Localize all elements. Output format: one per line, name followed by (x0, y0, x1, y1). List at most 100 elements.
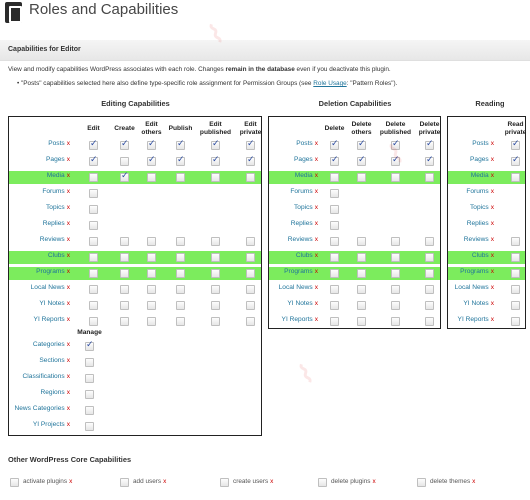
deletion-checkbox-media-delete[interactable] (330, 173, 339, 182)
reading-checkbox-yi-notes-read-private[interactable] (511, 301, 520, 310)
editing-checkbox-yi-reports-edit-private[interactable] (246, 317, 255, 326)
deletion-checkbox-yi-reports-delete-others[interactable] (357, 317, 366, 326)
editing-checkbox-programs-edit-published[interactable] (211, 269, 220, 278)
editing-checkbox-local-news-edit-private[interactable] (246, 285, 255, 294)
remove-x-icon[interactable]: x (67, 284, 70, 291)
post-type-name[interactable]: YI Notes (287, 300, 312, 307)
post-type-name[interactable]: Local News (279, 284, 313, 291)
deletion-checkbox-topics-delete[interactable] (330, 205, 339, 214)
remove-x-icon[interactable]: x (491, 268, 494, 275)
post-type-name[interactable]: Topics (470, 204, 489, 211)
core-capability-checkbox-create-users[interactable] (220, 478, 229, 487)
reading-checkbox-yi-reports-read-private[interactable] (511, 317, 520, 326)
remove-x-icon[interactable]: x (270, 478, 273, 485)
remove-x-icon[interactable]: x (315, 172, 318, 179)
post-type-name[interactable]: Clubs (48, 252, 65, 259)
remove-x-icon[interactable]: x (491, 252, 494, 259)
post-type-name[interactable]: Media (295, 172, 313, 179)
editing-checkbox-media-edit[interactable] (89, 173, 98, 182)
editing-checkbox-local-news-create[interactable] (120, 285, 129, 294)
reading-checkbox-programs-read-private[interactable] (511, 269, 520, 278)
editing-checkbox-reviews-edit-published[interactable] (211, 237, 220, 246)
deletion-checkbox-pages-delete-private[interactable] (425, 157, 434, 166)
remove-x-icon[interactable]: x (315, 220, 318, 227)
remove-x-icon[interactable]: x (491, 188, 494, 195)
editing-checkbox-clubs-edit[interactable] (89, 253, 98, 262)
editing-checkbox-pages-create[interactable] (120, 157, 129, 166)
remove-x-icon[interactable]: x (67, 316, 70, 323)
post-type-name[interactable]: Posts (472, 140, 489, 147)
remove-x-icon[interactable]: x (67, 252, 70, 259)
remove-x-icon[interactable]: x (491, 140, 494, 147)
role-usage-link[interactable]: Role Usage (313, 80, 346, 87)
taxonomy-name[interactable]: Sections (39, 357, 64, 364)
remove-x-icon[interactable]: x (67, 357, 70, 364)
editing-checkbox-posts-publish[interactable] (176, 141, 185, 150)
taxonomy-checkbox-yi-projects[interactable] (85, 422, 94, 431)
editing-checkbox-posts-create[interactable] (120, 141, 129, 150)
deletion-checkbox-clubs-delete-others[interactable] (357, 253, 366, 262)
post-type-name[interactable]: Replies (43, 220, 65, 227)
editing-checkbox-programs-publish[interactable] (176, 269, 185, 278)
taxonomy-checkbox-classifications[interactable] (85, 374, 94, 383)
remove-x-icon[interactable]: x (67, 220, 70, 227)
deletion-checkbox-programs-delete[interactable] (330, 269, 339, 278)
post-type-name[interactable]: Clubs (472, 252, 489, 259)
remove-x-icon[interactable]: x (67, 140, 70, 147)
editing-checkbox-yi-notes-edit-private[interactable] (246, 301, 255, 310)
deletion-checkbox-reviews-delete[interactable] (330, 237, 339, 246)
remove-x-icon[interactable]: x (315, 236, 318, 243)
deletion-checkbox-pages-delete-others[interactable] (357, 157, 366, 166)
post-type-name[interactable]: Clubs (296, 252, 313, 259)
deletion-checkbox-media-delete-published[interactable] (391, 173, 400, 182)
deletion-checkbox-forums-delete[interactable] (330, 189, 339, 198)
post-type-name[interactable]: Posts (296, 140, 313, 147)
remove-x-icon[interactable]: x (67, 204, 70, 211)
post-type-name[interactable]: Forums (42, 188, 64, 195)
core-capability-name[interactable]: create users (233, 478, 268, 485)
post-type-name[interactable]: YI Reports (458, 316, 489, 323)
editing-checkbox-yi-notes-create[interactable] (120, 301, 129, 310)
core-capability-checkbox-add-users[interactable] (120, 478, 129, 487)
deletion-checkbox-reviews-delete-published[interactable] (391, 237, 400, 246)
post-type-name[interactable]: Reviews (40, 236, 65, 243)
deletion-checkbox-clubs-delete-published[interactable] (391, 253, 400, 262)
deletion-checkbox-media-delete-others[interactable] (357, 173, 366, 182)
remove-x-icon[interactable]: x (315, 204, 318, 211)
deletion-checkbox-programs-delete-others[interactable] (357, 269, 366, 278)
remove-x-icon[interactable]: x (69, 478, 72, 485)
reading-checkbox-posts-read-private[interactable] (511, 141, 520, 150)
post-type-name[interactable]: Pages (470, 156, 489, 163)
deletion-checkbox-local-news-delete-private[interactable] (425, 285, 434, 294)
post-type-name[interactable]: Forums (290, 188, 312, 195)
reading-checkbox-media-read-private[interactable] (511, 173, 520, 182)
remove-x-icon[interactable]: x (67, 405, 70, 412)
editing-checkbox-pages-edit-others[interactable] (147, 157, 156, 166)
deletion-checkbox-programs-delete-published[interactable] (391, 269, 400, 278)
remove-x-icon[interactable]: x (163, 478, 166, 485)
deletion-checkbox-media-delete-private[interactable] (425, 173, 434, 182)
deletion-checkbox-yi-notes-delete-published[interactable] (391, 301, 400, 310)
editing-checkbox-posts-edit-others[interactable] (147, 141, 156, 150)
editing-checkbox-media-edit-published[interactable] (211, 173, 220, 182)
remove-x-icon[interactable]: x (67, 373, 70, 380)
core-capability-checkbox-activate-plugins[interactable] (10, 478, 19, 487)
remove-x-icon[interactable]: x (67, 268, 70, 275)
taxonomy-checkbox-categories[interactable] (85, 342, 94, 351)
